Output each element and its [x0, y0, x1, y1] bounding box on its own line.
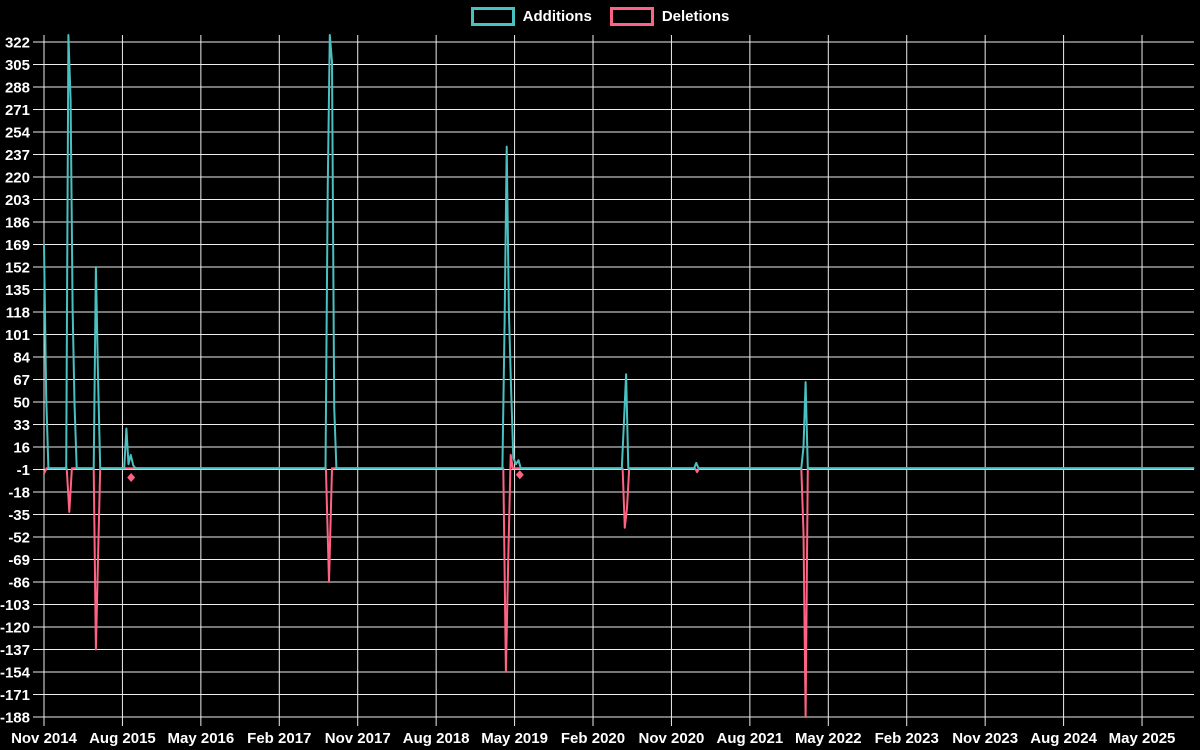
y-tick-label: 254 — [5, 125, 31, 142]
y-tick-label: 33 — [13, 417, 30, 434]
y-tick-label: 118 — [6, 305, 30, 322]
x-tick-label: May 2022 — [795, 730, 862, 747]
deletions-point-marker — [127, 472, 136, 482]
y-tick-label: -35 — [8, 507, 30, 524]
x-tick-label: Aug 2021 — [717, 730, 784, 747]
y-tick-label: 237 — [5, 147, 30, 164]
x-tick-label: Aug 2018 — [403, 730, 470, 747]
legend-item-deletions[interactable]: Deletions — [609, 7, 730, 26]
y-tick-label: -69 — [8, 552, 30, 569]
y-tick-label: 84 — [13, 350, 30, 367]
deletions-line — [43, 453, 1195, 718]
y-tick-label: -52 — [8, 530, 30, 547]
y-tick-label: 67 — [13, 372, 30, 389]
chart-legend: Additions Deletions — [0, 7, 1200, 26]
x-tick-label: May 2025 — [1109, 730, 1176, 747]
y-tick-label: 152 — [5, 260, 30, 277]
deletions-point-marker — [515, 470, 524, 480]
y-tick-label: 220 — [5, 170, 30, 187]
y-tick-label: 135 — [5, 282, 30, 299]
y-tick-label: -103 — [0, 597, 30, 614]
y-tick-label: 50 — [13, 395, 30, 412]
x-tick-label: Feb 2023 — [875, 730, 939, 747]
y-tick-label: 169 — [5, 237, 30, 254]
y-tick-label: -1 — [17, 462, 30, 479]
deletions-swatch-icon — [609, 7, 654, 26]
x-tick-label: Nov 2020 — [639, 730, 705, 747]
y-tick-label: 16 — [13, 440, 30, 457]
y-tick-label: 203 — [5, 192, 30, 209]
x-tick-label: Nov 2014 — [11, 730, 78, 747]
y-tick-label: -188 — [0, 710, 30, 727]
x-tick-label: Aug 2015 — [89, 730, 156, 747]
y-tick-label: -18 — [8, 485, 30, 502]
y-tick-label: -171 — [0, 687, 30, 704]
y-tick-label: -154 — [0, 665, 31, 682]
additions-line — [43, 34, 1195, 470]
legend-item-additions[interactable]: Additions — [470, 7, 592, 26]
y-tick-label: -137 — [0, 642, 30, 659]
x-tick-label: May 2019 — [481, 730, 548, 747]
x-tick-label: Nov 2023 — [952, 730, 1018, 747]
y-tick-label: 305 — [5, 57, 30, 74]
y-tick-label: -86 — [8, 575, 30, 592]
y-tick-label: 288 — [5, 80, 30, 97]
legend-label-deletions: Deletions — [661, 8, 730, 25]
additions-swatch-icon — [470, 7, 515, 26]
x-tick-label: Feb 2020 — [561, 730, 625, 747]
y-tick-label: 186 — [5, 215, 30, 232]
legend-label-additions: Additions — [522, 8, 592, 25]
y-tick-label: -120 — [0, 620, 30, 637]
x-tick-label: Nov 2017 — [325, 730, 391, 747]
x-tick-label: Aug 2024 — [1030, 730, 1097, 747]
y-tick-label: 322 — [5, 35, 30, 52]
x-tick-label: May 2016 — [168, 730, 235, 747]
y-tick-label: 271 — [5, 102, 30, 119]
x-tick-label: Feb 2017 — [247, 730, 311, 747]
y-tick-label: 101 — [5, 327, 30, 344]
